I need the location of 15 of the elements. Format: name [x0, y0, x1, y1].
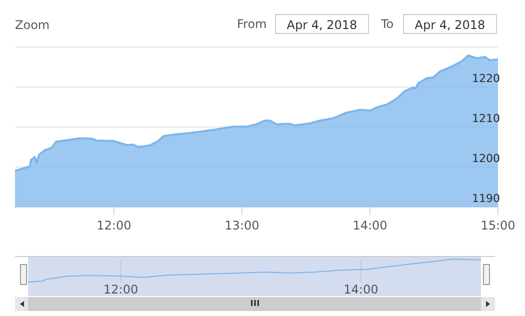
x-tick-label: 15:00 — [480, 218, 516, 232]
x-tick-label: 13:00 — [224, 218, 260, 232]
text: To — [381, 16, 394, 32]
y-tick-label: 1190 — [472, 192, 500, 205]
text: Apr 4, 2018 — [275, 14, 369, 34]
x-tick-label: 12:00 — [96, 218, 132, 232]
x-tick-label: 14:00 — [344, 282, 378, 296]
text: Apr 4, 2018 — [403, 14, 497, 34]
y-tick-label: 1220 — [472, 72, 500, 85]
x-tick-label: 12:00 — [104, 282, 138, 296]
text: From — [237, 16, 267, 32]
text: Zoom — [15, 17, 50, 33]
x-tick-label: 14:00 — [352, 218, 388, 232]
y-tick-label: 1200 — [472, 152, 500, 165]
y-tick-label: 1210 — [472, 112, 500, 125]
